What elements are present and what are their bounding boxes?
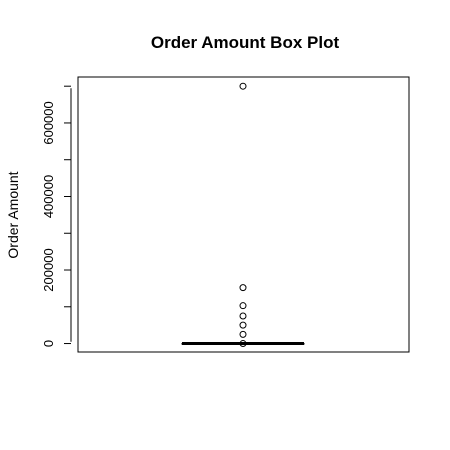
- plot-frame: [77, 76, 410, 353]
- box-group: [181, 342, 305, 346]
- y-tick-label-600000: 600000: [41, 101, 56, 144]
- outlier-point-0: [239, 82, 247, 90]
- y-tick-label-200000: 200000: [41, 248, 56, 291]
- y-tick-label-400000: 400000: [41, 175, 56, 218]
- y-axis-label: Order Amount: [5, 171, 21, 258]
- outlier-point-3: [239, 312, 247, 320]
- outlier-point-4: [239, 321, 247, 329]
- outlier-point-1: [239, 284, 247, 292]
- outlier-point-6: [239, 340, 247, 348]
- chart-title: Order Amount Box Plot: [151, 33, 340, 52]
- outlier-point-2: [239, 302, 247, 310]
- outlier-point-5: [239, 330, 247, 338]
- y-tick-label-0: 0: [41, 340, 56, 347]
- y-ticks: 0 200000 400000 600000: [41, 85, 71, 347]
- outlier-points: [239, 82, 247, 348]
